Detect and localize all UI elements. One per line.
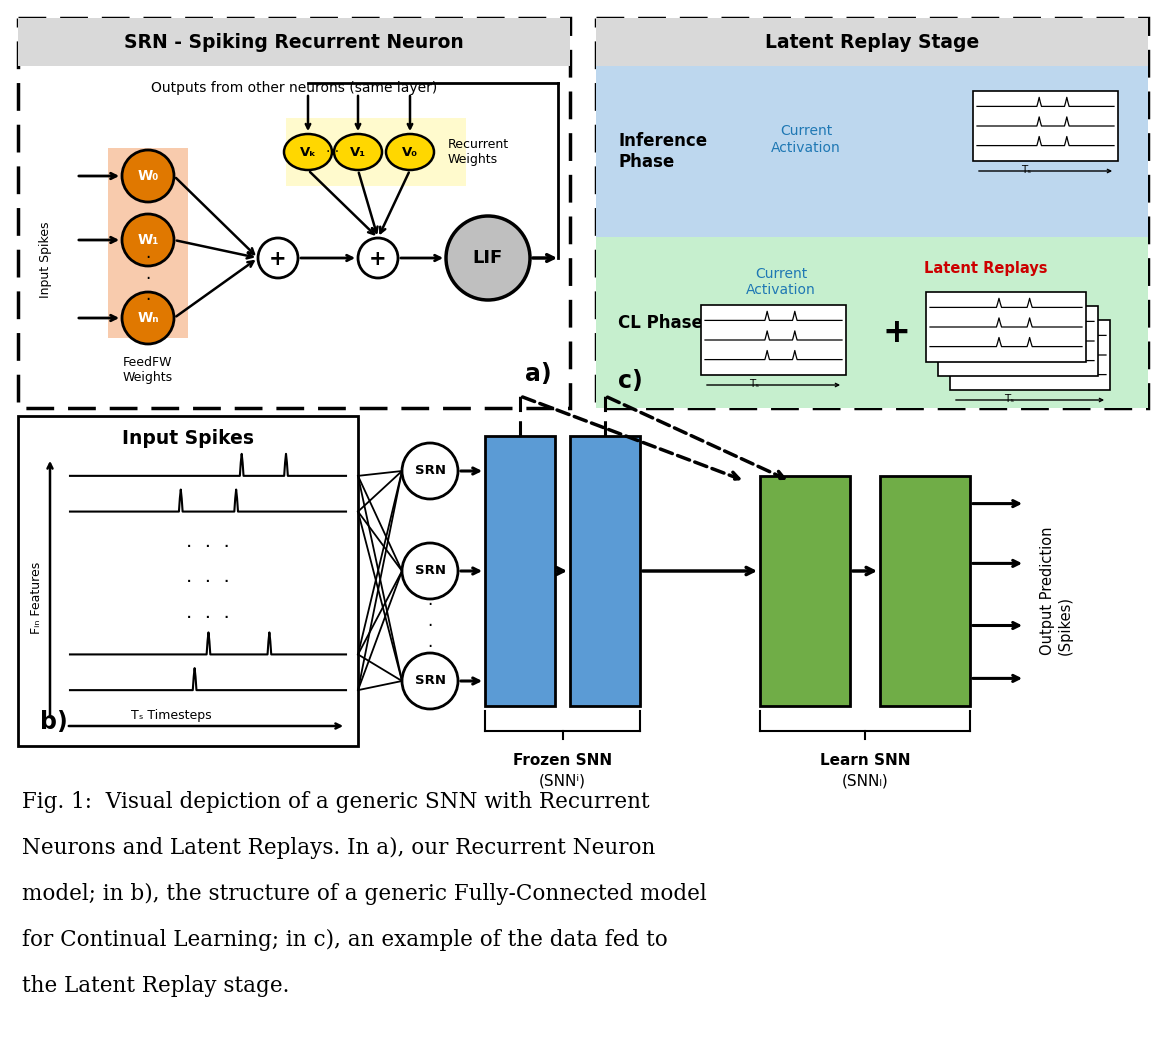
Text: · ·: · · [326, 145, 340, 159]
Circle shape [122, 292, 173, 344]
Ellipse shape [334, 134, 382, 170]
Circle shape [258, 238, 298, 278]
Bar [973, 91, 1117, 161]
Text: Frozen SNN: Frozen SNN [513, 753, 612, 768]
Text: SRN - Spiking Recurrent Neuron: SRN - Spiking Recurrent Neuron [125, 33, 464, 52]
Text: Fig. 1:  Visual depiction of a generic SNN with Recurrent: Fig. 1: Visual depiction of a generic SN… [22, 791, 650, 813]
Text: V₀: V₀ [402, 146, 418, 159]
Text: ·  ·  ·: · · · [186, 573, 229, 592]
Ellipse shape [386, 134, 434, 170]
Circle shape [359, 238, 398, 278]
Text: SRN: SRN [414, 675, 446, 688]
Bar [596, 18, 1148, 66]
Text: (SNNⁱ): (SNNⁱ) [539, 773, 585, 788]
Text: (SNNₗ): (SNNₗ) [842, 773, 888, 788]
Bar [17, 18, 570, 66]
Ellipse shape [284, 134, 332, 170]
Text: Latent Replays: Latent Replays [924, 261, 1048, 276]
Text: W₁: W₁ [137, 233, 158, 247]
Text: Tₛ: Tₛ [748, 379, 759, 389]
Text: ·
·
·: · · · [146, 250, 150, 309]
Circle shape [402, 653, 457, 709]
Circle shape [446, 216, 530, 300]
Text: Tₛ: Tₛ [1003, 394, 1014, 404]
Bar [570, 436, 640, 706]
Text: Input Spikes: Input Spikes [122, 428, 254, 448]
Bar [17, 416, 359, 746]
Text: Output Prediction
(Spikes): Output Prediction (Spikes) [1039, 527, 1072, 655]
Bar [596, 18, 1148, 408]
Text: the Latent Replay stage.: the Latent Replay stage. [22, 975, 290, 997]
Text: Inference
Phase: Inference Phase [618, 132, 707, 171]
Circle shape [122, 214, 173, 266]
Text: W₀: W₀ [137, 169, 158, 183]
Bar [950, 320, 1110, 390]
Text: LIF: LIF [473, 249, 503, 267]
Bar [938, 306, 1098, 376]
Bar [596, 66, 1148, 237]
Text: Fᵢₙ Features: Fᵢₙ Features [29, 562, 43, 634]
Bar [880, 476, 970, 706]
Text: Wₙ: Wₙ [137, 311, 158, 325]
Text: Neurons and Latent Replays. In a), our Recurrent Neuron: Neurons and Latent Replays. In a), our R… [22, 837, 655, 859]
Text: for Continual Learning; in c), an example of the data fed to: for Continual Learning; in c), an exampl… [22, 929, 668, 951]
Text: Input Spikes: Input Spikes [40, 221, 52, 298]
Text: b): b) [40, 710, 68, 734]
Text: Recurrent
Weights: Recurrent Weights [448, 138, 509, 166]
Text: +: + [369, 249, 386, 269]
Circle shape [402, 443, 457, 499]
Bar [596, 237, 1148, 408]
Text: +: + [269, 249, 286, 269]
Text: CL Phase: CL Phase [618, 313, 703, 331]
Text: Current
Activation: Current Activation [771, 125, 840, 154]
Text: Outputs from other neurons (same layer): Outputs from other neurons (same layer) [151, 81, 438, 95]
Text: ·
·
·: · · · [427, 597, 433, 656]
Bar [17, 18, 570, 408]
Text: Learn SNN: Learn SNN [819, 753, 910, 768]
Text: FeedFW
Weights: FeedFW Weights [123, 355, 173, 384]
Circle shape [122, 150, 173, 202]
Text: +: + [882, 316, 910, 349]
Bar [485, 436, 555, 706]
Text: model; in b), the structure of a generic Fully-Connected model: model; in b), the structure of a generic… [22, 883, 707, 905]
Bar [286, 118, 466, 186]
Circle shape [402, 543, 457, 599]
Bar [760, 476, 850, 706]
Text: ·  ·  ·: · · · [186, 609, 229, 628]
Text: Latent Replay Stage: Latent Replay Stage [765, 33, 979, 52]
Text: SRN: SRN [414, 565, 446, 578]
Text: SRN: SRN [414, 464, 446, 477]
Text: Tₛ: Tₛ [1021, 165, 1031, 175]
Text: V₁: V₁ [350, 146, 365, 159]
Text: a): a) [525, 362, 552, 386]
Text: ·  ·  ·: · · · [186, 537, 229, 557]
Bar [927, 292, 1086, 362]
Text: Current
Activation: Current Activation [746, 267, 816, 297]
Text: c): c) [618, 369, 643, 393]
Bar [701, 305, 846, 375]
Bar [108, 148, 189, 338]
Text: Tₛ Timesteps: Tₛ Timesteps [130, 709, 212, 722]
Text: Vₖ: Vₖ [299, 146, 317, 159]
